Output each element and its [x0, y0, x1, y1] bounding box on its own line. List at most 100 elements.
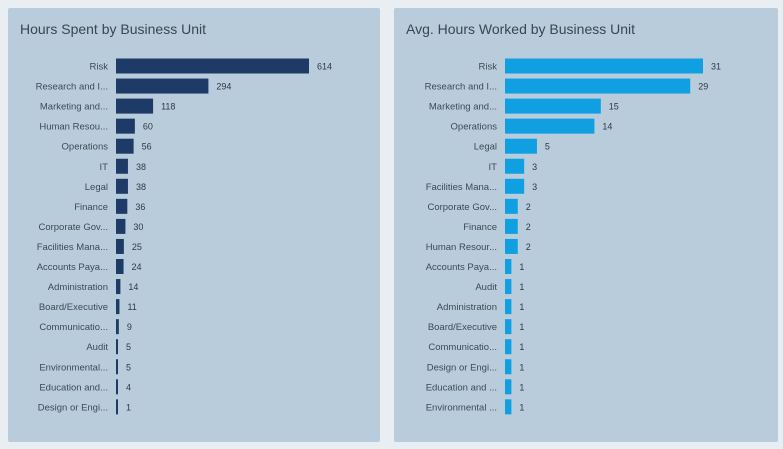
avg-hours-value-label: 5	[545, 142, 550, 152]
avg-hours-bar[interactable]	[505, 98, 601, 114]
avg-hours-bar[interactable]	[505, 359, 512, 375]
avg-hours-bar[interactable]	[505, 78, 691, 94]
hours-spent-value-label: 4	[126, 382, 131, 392]
avg-hours-value-label: 31	[711, 62, 721, 72]
hours-spent-category-label: Operations	[62, 142, 109, 153]
hours-spent-value-label: 5	[126, 342, 131, 352]
avg-hours-value-label: 2	[526, 202, 531, 212]
hours-spent-category-label: Design or Engi...	[38, 402, 108, 413]
avg-hours-category-label: Design or Engi...	[427, 362, 497, 373]
hours-spent-category-label: Corporate Gov...	[38, 222, 108, 233]
chart-title-hours-spent: Hours Spent by Business Unit	[20, 21, 206, 37]
hours-spent-bar[interactable]	[116, 299, 120, 315]
avg-hours-value-label: 3	[532, 182, 537, 192]
avg-hours-bar[interactable]	[505, 319, 512, 335]
hours-spent-bar[interactable]	[116, 399, 118, 415]
hours-spent-value-label: 30	[133, 222, 143, 232]
hours-spent-category-label: Environmental...	[39, 362, 108, 373]
hours-spent-value-label: 38	[136, 162, 146, 172]
avg-hours-category-label: Facilities Mana...	[426, 182, 497, 193]
hours-spent-bar[interactable]	[116, 198, 128, 214]
hours-spent-value-label: 14	[128, 282, 138, 292]
avg-hours-value-label: 3	[532, 162, 537, 172]
avg-hours-bar[interactable]	[505, 118, 595, 134]
hours-spent-bar[interactable]	[116, 58, 309, 74]
avg-hours-category-label: Research and I...	[425, 82, 497, 93]
hours-spent-category-label: Audit	[86, 342, 108, 353]
hours-spent-bar[interactable]	[116, 359, 118, 375]
hours-spent-bar[interactable]	[116, 259, 124, 274]
hours-spent-category-label: Research and I...	[36, 82, 108, 93]
hours-spent-bar[interactable]	[116, 238, 124, 254]
hours-spent-value-label: 11	[127, 302, 136, 312]
avg-hours-bar[interactable]	[505, 138, 537, 154]
avg-hours-bar[interactable]	[505, 279, 512, 295]
hours-spent-value-label: 36	[135, 202, 145, 212]
avg-hours-category-label: Human Resour...	[426, 242, 497, 253]
avg-hours-bar[interactable]	[505, 379, 512, 395]
hours-spent-value-label: 294	[216, 82, 231, 92]
hours-spent-bar[interactable]	[116, 118, 135, 134]
avg-hours-value-label: 1	[519, 402, 524, 412]
hours-spent-bar[interactable]	[116, 339, 118, 355]
hours-spent-value-label: 25	[132, 242, 142, 252]
avg-hours-category-label: Corporate Gov...	[427, 202, 497, 213]
hours-spent-value-label: 614	[317, 62, 332, 72]
bar-chart-hours-spent: Risk 614 Research and I... 294 Marketing and…	[36, 58, 332, 415]
hours-spent-category-label: Facilities Mana...	[37, 242, 108, 253]
hours-spent-bar[interactable]	[116, 78, 209, 94]
avg-hours-category-label: Board/Executive	[428, 322, 497, 333]
avg-hours-value-label: 1	[519, 262, 524, 272]
avg-hours-value-label: 1	[519, 302, 524, 312]
avg-hours-value-label: 29	[698, 82, 708, 92]
avg-hours-bar[interactable]	[505, 299, 512, 315]
hours-spent-category-label: Marketing and...	[40, 102, 108, 113]
hours-spent-category-label: Risk	[90, 62, 109, 73]
avg-hours-bar[interactable]	[505, 198, 518, 214]
hours-spent-category-label: Legal	[85, 182, 108, 193]
avg-hours-category-label: Risk	[479, 62, 498, 73]
avg-hours-category-label: Communicatio...	[428, 342, 497, 353]
avg-hours-category-label: Finance	[463, 222, 497, 233]
avg-hours-bar[interactable]	[505, 218, 518, 234]
hours-spent-category-label: Human Resou...	[39, 122, 108, 133]
avg-hours-value-label: 1	[519, 322, 524, 332]
chart-panel-avg-hours: Avg. Hours Worked by Business Unit Risk 3…	[394, 8, 778, 442]
avg-hours-value-label: 14	[602, 122, 612, 132]
avg-hours-bar[interactable]	[505, 58, 703, 74]
hours-spent-bar[interactable]	[116, 98, 154, 114]
chart-title-avg-hours: Avg. Hours Worked by Business Unit	[406, 21, 636, 37]
avg-hours-category-label: IT	[489, 162, 498, 173]
avg-hours-bar[interactable]	[505, 158, 525, 174]
avg-hours-bar[interactable]	[505, 178, 525, 194]
avg-hours-category-label: Education and ...	[426, 382, 497, 393]
avg-hours-value-label: 15	[609, 102, 619, 112]
avg-hours-value-label: 1	[519, 342, 524, 352]
hours-spent-bar[interactable]	[116, 279, 121, 295]
avg-hours-bar[interactable]	[505, 399, 512, 415]
avg-hours-value-label: 2	[526, 222, 531, 232]
hours-spent-value-label: 56	[142, 142, 152, 152]
hours-spent-bar[interactable]	[116, 158, 128, 174]
avg-hours-category-label: Environmental ...	[426, 402, 497, 413]
avg-hours-bar[interactable]	[505, 339, 512, 355]
avg-hours-value-label: 2	[526, 242, 531, 252]
hours-spent-value-label: 5	[126, 362, 131, 372]
avg-hours-bar[interactable]	[505, 259, 512, 274]
hours-spent-bar[interactable]	[116, 379, 118, 395]
hours-spent-bar[interactable]	[116, 178, 128, 194]
avg-hours-bar[interactable]	[505, 238, 518, 254]
avg-hours-value-label: 1	[519, 282, 524, 292]
avg-hours-category-label: Marketing and...	[429, 102, 497, 113]
hours-spent-category-label: Education and...	[39, 382, 108, 393]
hours-spent-bar[interactable]	[116, 218, 126, 234]
avg-hours-category-label: Legal	[474, 142, 497, 153]
hours-spent-value-label: 9	[127, 322, 132, 332]
hours-spent-bar[interactable]	[116, 319, 119, 335]
hours-spent-bar[interactable]	[116, 138, 134, 154]
hours-spent-category-label: Board/Executive	[39, 302, 108, 313]
hours-spent-category-label: IT	[100, 162, 109, 173]
avg-hours-value-label: 1	[519, 382, 524, 392]
hours-spent-category-label: Accounts Paya...	[37, 262, 108, 273]
